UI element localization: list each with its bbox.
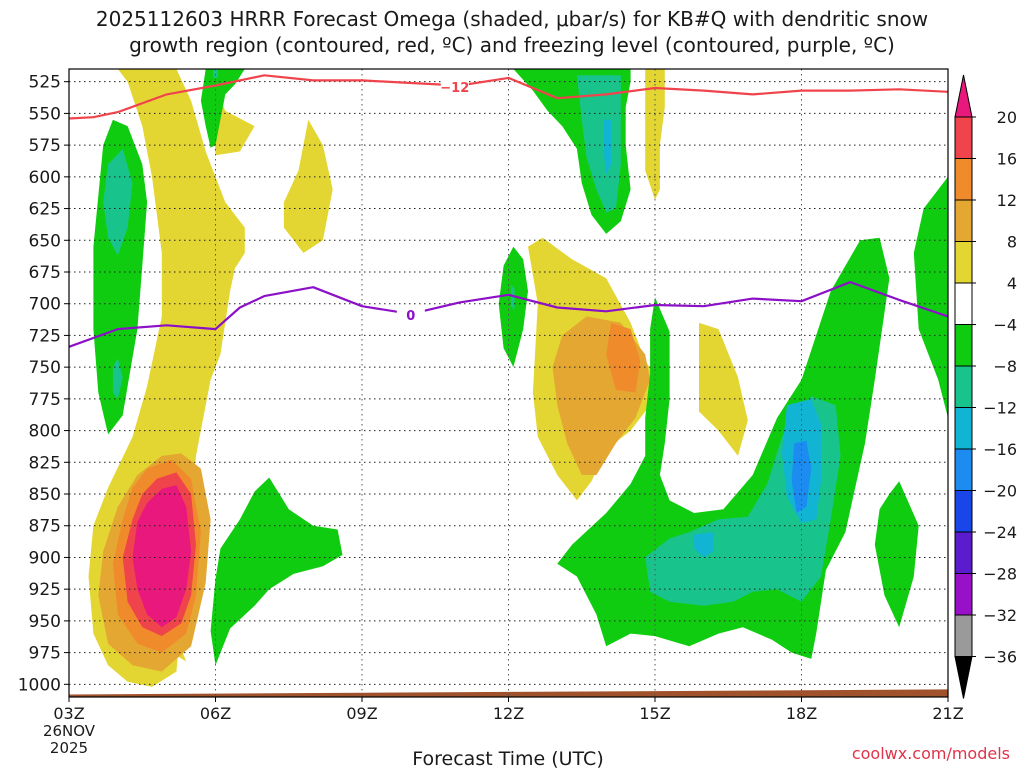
x-tick-label: 21Z: [932, 704, 963, 723]
omega-region: [283, 119, 333, 253]
colorbar-swatch: [954, 573, 973, 616]
colorbar-label: −28: [983, 565, 1017, 584]
colorbar-swatch: [954, 490, 973, 533]
x-tick-label: 12Z: [493, 704, 524, 723]
x-tick-label: 09Z: [346, 704, 377, 723]
y-tick-label: 575: [29, 136, 61, 156]
x-tick-label: 03Z: [53, 704, 84, 723]
y-tick-label: 775: [29, 390, 61, 410]
y-tick-label: 800: [29, 422, 61, 442]
y-tick-label: 975: [29, 644, 61, 664]
omega-region: [213, 69, 218, 78]
omega-region: [132, 485, 192, 628]
colorbar-label: −24: [983, 523, 1017, 542]
y-tick-label: 725: [29, 326, 61, 346]
colorbar-bottom-arrow: [954, 656, 973, 699]
colorbar-swatch: [954, 531, 973, 574]
colorbar-label: −32: [983, 606, 1017, 625]
colorbar-label: −12: [983, 399, 1017, 418]
omega-region: [603, 119, 612, 175]
colorbar-label: −16: [983, 440, 1017, 459]
colorbar-swatch: [954, 199, 973, 242]
y-tick-label: 525: [29, 73, 61, 93]
colorbar-label: 16: [997, 150, 1017, 169]
y-axis-pressure-labels: 525 550 575 600 625 650 675 700 725 750 775 800 825 8…: [18, 73, 69, 695]
colorbar-label: −20: [983, 482, 1017, 501]
colorbar-swatch: [954, 116, 973, 159]
colorbar-swatch: [954, 324, 973, 367]
colorbar-swatch: [954, 241, 973, 284]
colorbar-label: −4: [993, 316, 1017, 335]
contour-label: −12: [440, 81, 469, 96]
colorbar-swatch: [954, 365, 973, 408]
chart-title-line-2: growth region (contoured, red, ºC) and f…: [129, 33, 895, 57]
terrain-fill: [69, 689, 948, 697]
contour-label-bg: [396, 307, 425, 323]
y-tick-label: 750: [29, 358, 61, 378]
omega-region: [699, 322, 748, 456]
x-tick-label: 15Z: [639, 704, 670, 723]
colorbar-label: 4: [1007, 274, 1017, 293]
x-tick-date: 26NOV: [43, 722, 96, 740]
contour-label-bg: [440, 78, 469, 94]
x-tick-year: 2025: [50, 739, 88, 757]
terrain: [69, 689, 948, 697]
y-tick-label: 900: [29, 548, 61, 568]
y-tick-label: 675: [29, 263, 61, 283]
credit-text: coolwx.com/models: [851, 744, 1010, 763]
colorbar-swatch: [954, 282, 973, 325]
omega-region: [103, 148, 133, 256]
y-tick-label: 950: [29, 612, 61, 632]
contour-lines: −12 0: [69, 74, 948, 348]
omega-region: [210, 75, 255, 156]
y-tick-label: 875: [29, 517, 61, 537]
omega-region: [606, 322, 641, 393]
contour-line: [69, 74, 948, 120]
y-tick-label: 700: [29, 295, 61, 315]
x-tick-label: 18Z: [786, 704, 817, 723]
y-tick-label: 650: [29, 231, 61, 251]
omega-region: [510, 284, 515, 311]
colorbar-swatch: [954, 614, 973, 657]
y-tick-label: 1000: [18, 675, 61, 695]
chart-title: 2025112603 HRRR Forecast Omega (shaded, …: [0, 6, 1024, 58]
contour-line: [69, 281, 948, 348]
y-tick-label: 550: [29, 104, 61, 124]
colorbar-swatch: [954, 158, 973, 201]
colorbar: 20 16 12 8 4 −4 −8 −12 −16 −20 −24 −28 −32 −36: [954, 74, 1017, 699]
omega-region: [694, 532, 714, 558]
omega-region: [874, 481, 919, 628]
omega-region: [913, 176, 948, 418]
omega-region: [210, 477, 343, 666]
y-tick-label: 600: [29, 168, 61, 188]
chart-title-line-1: 2025112603 HRRR Forecast Omega (shaded, …: [95, 7, 929, 31]
colorbar-label: −8: [993, 357, 1017, 376]
y-tick-label: 925: [29, 580, 61, 600]
omega-region: [791, 440, 812, 513]
x-axis-title: Forecast Time (UTC): [412, 748, 603, 768]
y-tick-label: 625: [29, 200, 61, 220]
colorbar-label: −36: [983, 648, 1017, 667]
contour-label: 0: [406, 309, 415, 324]
colorbar-swatch: [954, 448, 973, 491]
omega-region: [112, 358, 123, 399]
colorbar-label: 8: [1007, 233, 1017, 252]
colorbar-label: 20: [997, 108, 1017, 127]
colorbar-swatch: [954, 407, 973, 450]
y-tick-label: 850: [29, 485, 61, 505]
omega-shading: [88, 69, 948, 687]
colorbar-top-arrow: [954, 74, 973, 118]
omega-region: [576, 75, 621, 213]
colorbar-label: 12: [997, 191, 1017, 210]
y-tick-label: 825: [29, 453, 61, 473]
x-tick-label: 06Z: [200, 704, 231, 723]
omega-region: [200, 69, 245, 148]
